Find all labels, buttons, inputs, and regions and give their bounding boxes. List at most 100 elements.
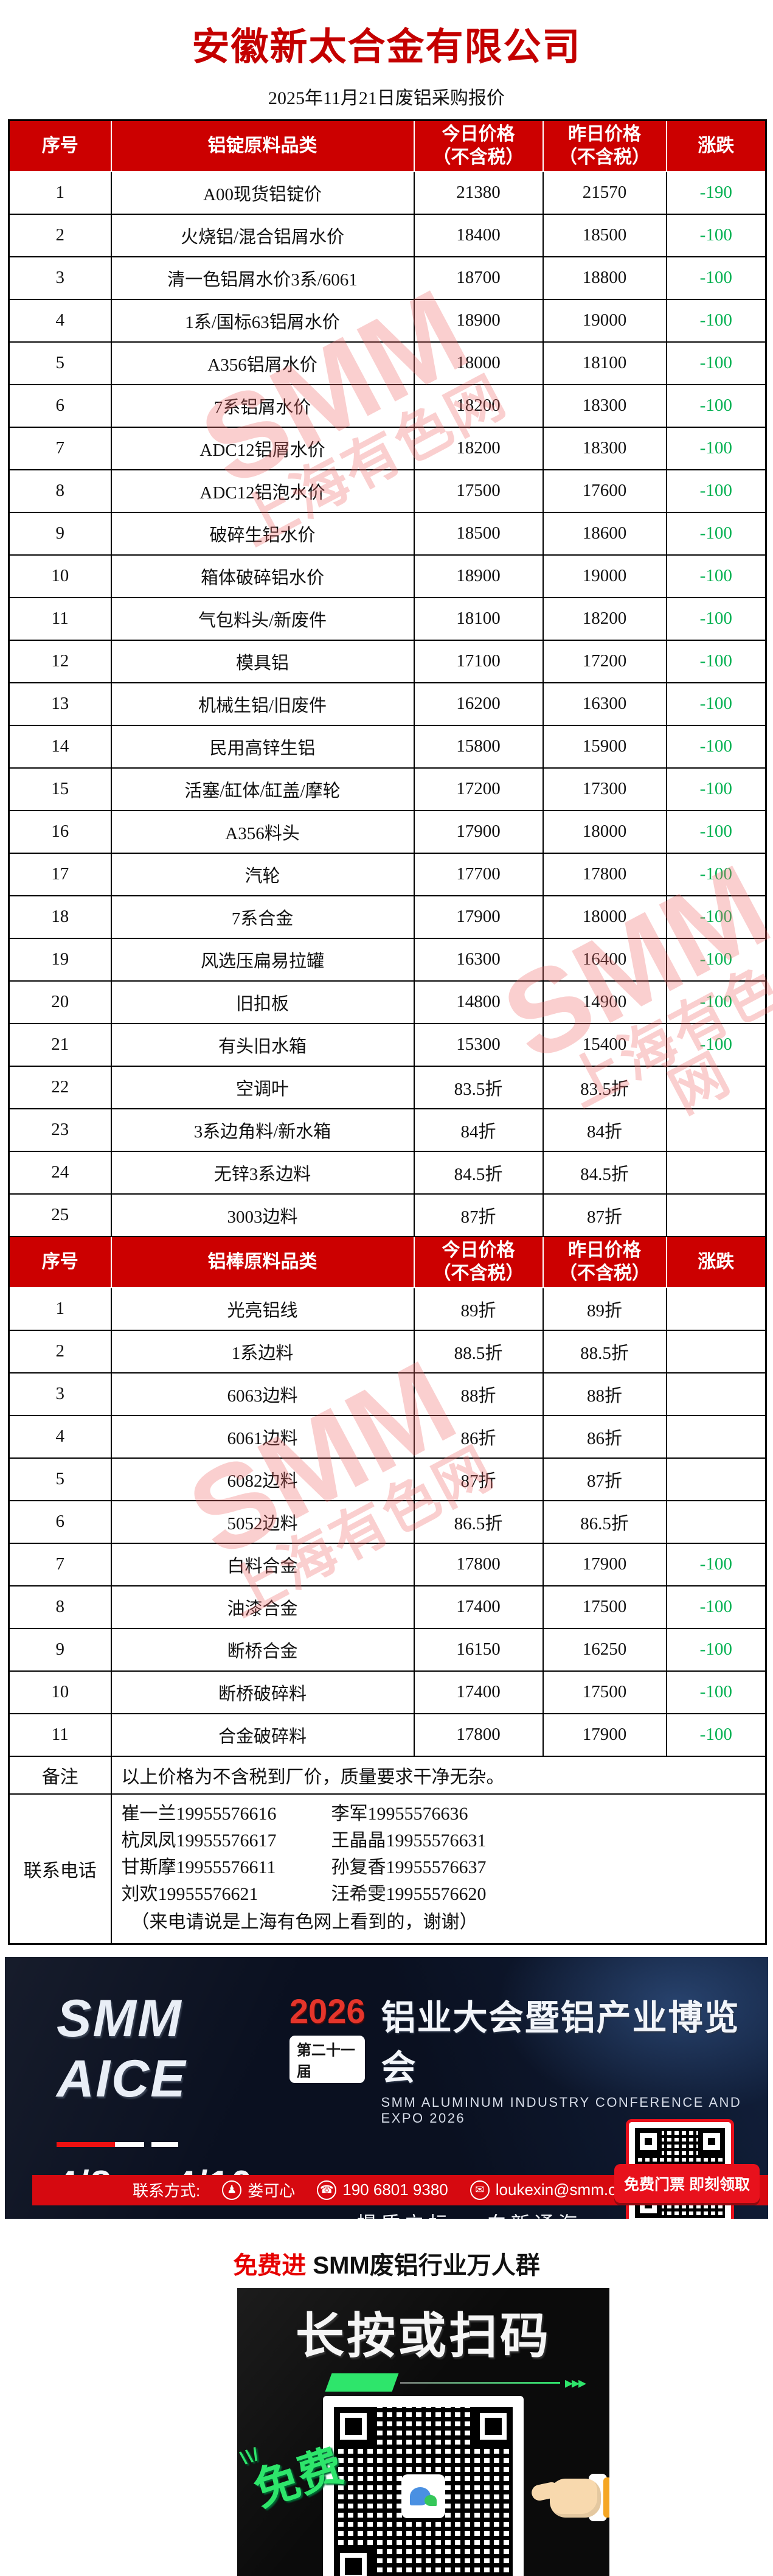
cell-yesterday-price: 88折 (542, 1372, 667, 1416)
cell-today-price: 15800 (413, 724, 544, 769)
cell-index: 5 (8, 1457, 112, 1501)
ingot-table-body: 1 A00现货铝锭价 21380 21570 -190 2 火烧铝/混合铝屑水价… (8, 170, 767, 1237)
cell-change (665, 1457, 767, 1501)
green-tab-shape (325, 2373, 399, 2392)
cell-yesterday-price: 18300 (542, 383, 667, 428)
cell-category: 1系边料 (110, 1329, 415, 1374)
cell-today-price: 16200 (413, 682, 544, 726)
cell-yesterday-price: 18000 (542, 809, 667, 854)
cell-change (665, 1065, 767, 1109)
cell-yesterday-price: 17200 (542, 639, 667, 683)
contact-cell: 崔一兰19955576616 李军19955576636 杭凤凤19955576… (110, 1793, 767, 1944)
cell-category: 断桥合金 (110, 1627, 415, 1672)
cell-index: 17 (8, 852, 112, 896)
cell-change: -100 (665, 809, 767, 854)
remark-text: 以上价格为不含税到厂价，质量要求干净无杂。 (110, 1755, 767, 1795)
cell-change (665, 1499, 767, 1544)
col-header-yesterday-line1: 昨日价格 (568, 1240, 641, 1260)
cell-yesterday-price: 19000 (542, 554, 667, 598)
poster-title: 长按或扫码 (296, 2308, 551, 2363)
ingot-table-header: 序号 铝锭原料品类 今日价格 （不含税） 昨日价格 （不含税） 涨跌 (8, 119, 767, 172)
contact-right: 孙复香19955576637 (331, 1857, 487, 1877)
cell-today-price: 87折 (413, 1193, 544, 1237)
cell-yesterday-price: 17800 (542, 852, 667, 896)
table-row: 1 A00现货铝锭价 21380 21570 -190 (8, 170, 767, 215)
col-header-change: 涨跌 (665, 119, 767, 172)
table-row: 5 6082边料 87折 87折 (8, 1457, 767, 1501)
cell-index: 4 (8, 1414, 112, 1459)
col-header-no: 序号 (8, 1235, 112, 1288)
cell-category: 破碎生铝水价 (110, 511, 415, 556)
cell-category: 7系合金 (110, 895, 415, 939)
qr-finder (635, 2127, 662, 2155)
table-row: 8 ADC12铝泡水价 17500 17600 -100 (8, 469, 767, 513)
col-header-yesterday-line2: （不含税） (559, 1263, 650, 1283)
cell-today-price: 18900 (413, 554, 544, 598)
cell-change: -100 (665, 895, 767, 939)
group-qr-code[interactable] (323, 2395, 524, 2576)
table-row: 14 民用高锌生铝 15800 15900 -100 (8, 724, 767, 769)
cell-change: -100 (665, 213, 767, 257)
contact-label: 联系电话 (8, 1793, 112, 1944)
banner-contact-name: 娄可心 (248, 2182, 296, 2200)
cell-today-price: 17500 (413, 469, 544, 513)
cell-category: 白料合金 (110, 1542, 415, 1586)
cell-today-price: 17800 (413, 1712, 544, 1757)
cell-index: 7 (8, 426, 112, 470)
col-header-today-line2: （不含税） (432, 147, 524, 167)
cell-yesterday-price: 87折 (542, 1193, 667, 1237)
cell-change: -100 (665, 937, 767, 982)
cell-yesterday-price: 21570 (542, 170, 667, 215)
cell-category: 旧扣板 (110, 980, 415, 1024)
qr-finder (334, 2406, 373, 2446)
cell-category: 3003边料 (110, 1193, 415, 1237)
header: 安徽新太合金有限公司 2025年11月21日废铝采购报价 (0, 0, 773, 110)
arrows-icon: ▸▸▸ (564, 2373, 586, 2392)
table-row: 4 1系/国标63铝屑水价 18900 19000 -100 (8, 298, 767, 343)
cell-category: 有头旧水箱 (110, 1022, 415, 1067)
banner-contact-phone: 190 6801 9380 (342, 2180, 448, 2199)
cell-yesterday-price: 18800 (542, 256, 667, 300)
thumb-hand-icon (530, 2468, 609, 2529)
cell-change: -100 (665, 1670, 767, 1714)
contact-left: 崔一兰19955576616 (121, 1803, 277, 1824)
free-ticket-button[interactable]: 免费门票 即刻领取 (614, 2163, 760, 2203)
table-row: 9 破碎生铝水价 18500 18600 -100 (8, 511, 767, 556)
cell-today-price: 18400 (413, 213, 544, 257)
cell-today-price: 17900 (413, 895, 544, 939)
cell-yesterday-price: 86.5折 (542, 1499, 667, 1544)
cell-category: ADC12铝泡水价 (110, 469, 415, 513)
banner-title-block: 铝业大会暨铝产业博览会 SMM ALUMINUM INDUSTRY CONFER… (381, 1990, 744, 2126)
table-row: 7 白料合金 17800 17900 -100 (8, 1542, 767, 1586)
table-row: 3 清一色铝屑水价3系/6061 18700 18800 -100 (8, 256, 767, 300)
cell-today-price: 88折 (413, 1372, 544, 1416)
table-row: 21 有头旧水箱 15300 15400 -100 (8, 1022, 767, 1067)
cell-yesterday-price: 87折 (542, 1457, 667, 1501)
cell-yesterday-price: 15900 (542, 724, 667, 769)
table-footer-rows: 备注 以上价格为不含税到厂价，质量要求干净无杂。 联系电话 崔一兰1995557… (8, 1755, 767, 1944)
cell-today-price: 21380 (413, 170, 544, 215)
table-row: 2 1系边料 88.5折 88.5折 (8, 1329, 767, 1374)
table-row: 9 断桥合金 16150 16250 -100 (8, 1627, 767, 1672)
cell-change: -100 (665, 852, 767, 896)
table-row: 17 汽轮 17700 17800 -100 (8, 852, 767, 896)
cell-change: -100 (665, 298, 767, 343)
cell-category: 6063边料 (110, 1372, 415, 1416)
cell-index: 11 (8, 1712, 112, 1757)
col-header-no: 序号 (8, 119, 112, 172)
cell-yesterday-price: 17600 (542, 469, 667, 513)
cell-index: 12 (8, 639, 112, 683)
cell-change: -100 (665, 1022, 767, 1067)
contact-label-item: 联系方式: (133, 2179, 200, 2201)
cell-category: 风选压扁易拉罐 (110, 937, 415, 982)
cell-category: 6082边料 (110, 1457, 415, 1501)
cell-category: 断桥破碎料 (110, 1670, 415, 1714)
banner-year: 2026 (289, 1991, 366, 2030)
smm-aice-banner[interactable]: SMM AICE 2026 第二十一届 铝业大会暨铝产业博览会 SMM ALUM… (5, 1956, 768, 2219)
cell-index: 19 (8, 937, 112, 982)
cell-change: -100 (665, 256, 767, 300)
cell-today-price: 84.5折 (413, 1150, 544, 1195)
cell-yesterday-price: 89折 (542, 1286, 667, 1331)
chat-bubble-small-icon (425, 2494, 437, 2506)
